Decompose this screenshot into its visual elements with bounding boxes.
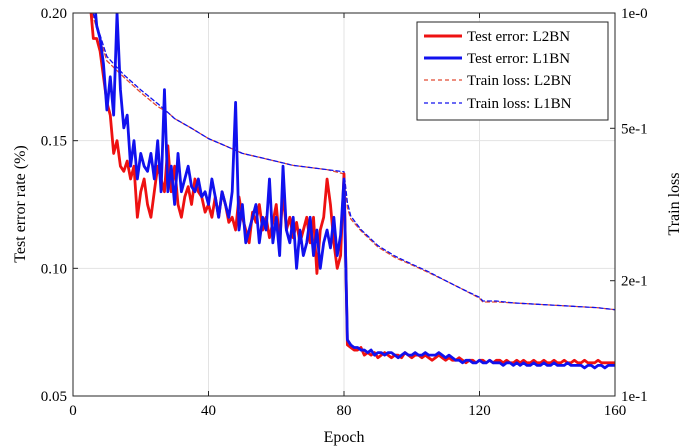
y-tick-labels: 0.05 0.10 0.15 0.20 [41, 6, 67, 405]
legend-label: Test error: L2BN [467, 29, 570, 45]
y2-tick-label: 1e-0 [621, 6, 648, 22]
ticks [72, 12, 616, 397]
x-tick-label: 160 [604, 403, 627, 419]
x-tick-label: 80 [337, 403, 352, 419]
legend-label: Train loss: L2BN [467, 73, 572, 89]
legend-label: Train loss: L1BN [467, 96, 572, 112]
y2-tick-label: 5e-1 [621, 121, 648, 137]
legend: Test error: L2BN Test error: L1BN Train lo… [416, 21, 609, 121]
x-tick-label: 40 [201, 403, 216, 419]
x-axis-label: Epoch [324, 429, 365, 446]
legend-label: Test error: L1BN [467, 51, 570, 67]
series-line-3 [92, 13, 615, 311]
y-tick-label: 0.20 [41, 6, 67, 22]
y-tick-label: 0.10 [41, 261, 67, 277]
x-tick-labels: 0 40 80 120 160 [69, 403, 626, 419]
y2-tick-label: 1e-1 [621, 389, 648, 405]
series-layer [89, 13, 615, 370]
y-axis-label: Test error rate (%) [12, 145, 29, 262]
legend-box [416, 21, 609, 121]
y-tick-label: 0.15 [41, 134, 67, 150]
x-tick-label: 0 [69, 403, 77, 419]
y2-tick-labels: 1e-1 2e-1 5e-1 1e-0 [621, 6, 648, 405]
series-line-1 [94, 13, 615, 370]
y2-tick-label: 2e-1 [621, 274, 648, 290]
y-tick-label: 0.05 [41, 389, 67, 405]
y2-axis-label: Train loss [666, 173, 683, 236]
x-tick-label: 120 [468, 403, 491, 419]
